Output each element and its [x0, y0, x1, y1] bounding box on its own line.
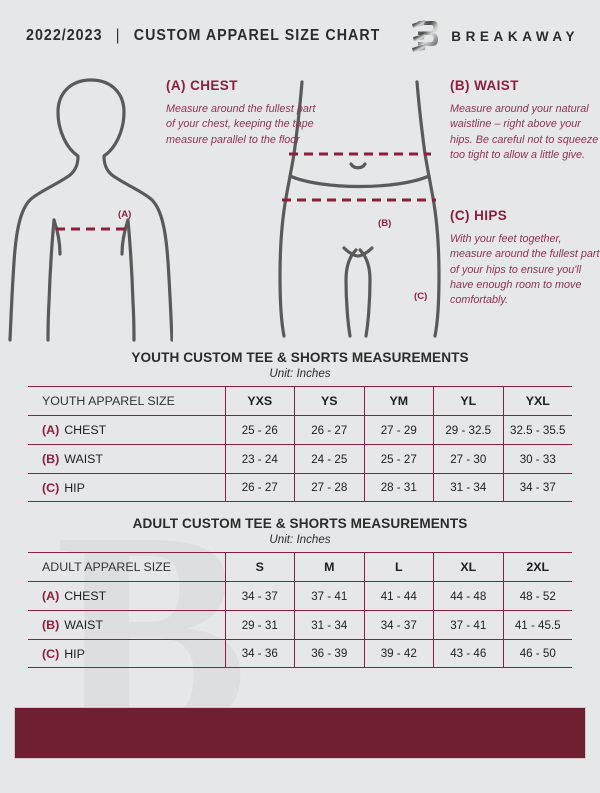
measurement-value: 41 - 44: [363, 582, 434, 610]
measurement-label-chest: (A) CHEST: [42, 589, 107, 603]
size-header-yxs: YXS: [224, 387, 295, 415]
youth-table-title: YOUTH CUSTOM TEE & SHORTS MEASUREMENTS: [131, 350, 469, 365]
size-header-m: M: [294, 553, 364, 581]
adult-table-unit: Unit: Inches: [269, 533, 331, 546]
table-row: (A) CHEST 25 - 26 26 - 27 27 - 29 29 - 32.5 32…: [28, 415, 572, 444]
callout-hips: (C) HIPS With your feet together, measur…: [450, 208, 600, 309]
measurement-value: 31 - 34: [433, 474, 503, 501]
brand-lockup: BREAKAWAY: [411, 19, 579, 53]
measurement-label-hip: (C) HIP: [42, 480, 85, 495]
callout-chest-heading: (A) CHEST: [166, 78, 238, 93]
measurement-label-chest: (A) CHEST: [42, 423, 107, 437]
callout-waist-heading: (B) WAIST: [450, 78, 519, 93]
measurement-tag: (C): [42, 646, 60, 661]
measurement-tag: (B): [42, 452, 60, 466]
size-header-xl: XL: [433, 553, 503, 581]
measurement-value: 23 - 24: [224, 445, 295, 473]
table-header-row: YOUTH APPAREL SIZE YXS YS YM YL YXL: [28, 386, 572, 415]
size-header-yl: YL: [433, 387, 503, 415]
size-header-ys: YS: [294, 387, 364, 415]
measurement-value: 39 - 42: [363, 640, 434, 667]
measurement-value: 37 - 41: [294, 582, 364, 610]
measurement-tag: (C): [42, 480, 60, 495]
measurement-value: 41 - 45.5: [502, 611, 573, 639]
measurement-value: 26 - 27: [224, 474, 295, 501]
measurement-value: 34 - 36: [224, 640, 295, 667]
measurement-value: 27 - 30: [433, 445, 503, 473]
measurement-value: 27 - 28: [294, 474, 364, 501]
measurement-value: 26 - 27: [294, 416, 364, 444]
measurement-value: 31 - 34: [294, 611, 364, 639]
size-column-header: ADULT APPAREL SIZE: [42, 560, 171, 574]
measurement-value: 29 - 32.5: [433, 416, 503, 444]
adult-size-table: ADULT APPAREL SIZE S M L XL 2XL (A) CHEST 34 - 3…: [28, 552, 572, 668]
size-header-yxl: YXL: [502, 387, 573, 415]
measurement-value: 34 - 37: [502, 474, 573, 501]
header-title-text: CUSTOM APPAREL SIZE CHART: [133, 27, 381, 44]
measurement-value: 25 - 26: [224, 416, 295, 444]
page-title: 2022/2023 | CUSTOM APPAREL SIZE CHART: [26, 27, 380, 45]
callout-chest: (A) CHEST Measure around the fullest par…: [166, 78, 316, 148]
measurement-tag: (A): [42, 423, 60, 437]
size-header-2xl: 2XL: [502, 553, 573, 581]
size-header-s: S: [224, 553, 295, 581]
table-row: (C) HIP 34 - 36 36 - 39 39 - 42 43 - 46 46 - 5…: [28, 639, 572, 668]
table-row: (B) WAIST 29 - 31 31 - 34 34 - 37 37 - 41 41 -…: [28, 610, 572, 639]
measurement-value: 34 - 37: [224, 582, 295, 610]
brand-name: BREAKAWAY: [451, 28, 580, 44]
breakaway-b-logo-icon: [412, 20, 439, 52]
table-row: (C) HIP 26 - 27 27 - 28 28 - 31 31 - 34 34 - 3…: [28, 473, 572, 502]
measurement-tag: (B): [42, 618, 60, 632]
header-separator: |: [115, 27, 121, 44]
header-year: 2022/2023: [26, 27, 103, 44]
measurement-tag: (A): [42, 589, 60, 603]
table-row: (A) CHEST 34 - 37 37 - 41 41 - 44 44 - 48 48 -…: [28, 581, 572, 610]
callout-waist-body: Measure around your natural waistline – …: [450, 103, 599, 161]
measurement-value: 32.5 - 35.5: [502, 416, 573, 444]
callout-waist: (B) WAIST Measure around your natural wa…: [450, 78, 600, 163]
measurement-value: 27 - 29: [363, 416, 434, 444]
youth-size-table: YOUTH APPAREL SIZE YXS YS YM YL YXL (A) CHEST 25…: [28, 386, 572, 502]
measurement-illustrations: (A) (B) (C) (A) CHEST Measure around the…: [0, 72, 600, 344]
callout-hips-heading: (C) HIPS: [450, 208, 508, 223]
measurement-label-waist: (B) WAIST: [42, 618, 103, 632]
adult-table-title: ADULT CUSTOM TEE & SHORTS MEASUREMENTS: [132, 516, 468, 531]
hip-dim-label: (C): [414, 291, 428, 302]
footer-bar: [14, 707, 586, 759]
measurement-value: 29 - 31: [224, 611, 295, 639]
callout-chest-body: Measure around the fullest part of your …: [166, 103, 316, 146]
measurement-value: 43 - 46: [433, 640, 503, 667]
male-torso-outline-icon: [8, 78, 173, 342]
measurement-label-hip: (C) HIP: [42, 646, 85, 661]
measurement-label-waist: (B) WAIST: [42, 452, 103, 466]
size-header-ym: YM: [363, 387, 434, 415]
adult-size-table-block: ADULT CUSTOM TEE & SHORTS MEASUREMENTS U…: [0, 516, 600, 668]
measurement-value: 24 - 25: [294, 445, 364, 473]
waist-dim-label: (B): [378, 218, 392, 229]
measurement-value: 37 - 41: [433, 611, 503, 639]
size-header-l: L: [363, 553, 434, 581]
chest-dim-label: (A): [118, 209, 132, 220]
size-chart-page: 2022/2023 | CUSTOM APPAREL SIZE CHART: [0, 0, 600, 668]
measurement-value: 44 - 48: [433, 582, 503, 610]
table-row: (B) WAIST 23 - 24 24 - 25 25 - 27 27 - 30 30 -…: [28, 444, 572, 473]
table-header-row: ADULT APPAREL SIZE S M L XL 2XL: [28, 552, 572, 581]
measurement-value: 34 - 37: [363, 611, 434, 639]
youth-size-table-block: YOUTH CUSTOM TEE & SHORTS MEASUREMENTS U…: [0, 350, 600, 502]
measurement-value: 28 - 31: [363, 474, 434, 501]
youth-table-unit: Unit: Inches: [269, 367, 331, 380]
male-hips-outline-icon: [278, 80, 441, 338]
callout-hips-body: With your feet together, measure around …: [450, 233, 600, 307]
size-column-header: YOUTH APPAREL SIZE: [42, 394, 175, 408]
measurement-value: 36 - 39: [294, 640, 364, 667]
measurement-value: 48 - 52: [502, 582, 573, 610]
measurement-value: 25 - 27: [363, 445, 434, 473]
measurement-value: 46 - 50: [502, 640, 573, 667]
measurement-value: 30 - 33: [502, 445, 573, 473]
page-header: 2022/2023 | CUSTOM APPAREL SIZE CHART: [0, 0, 600, 72]
